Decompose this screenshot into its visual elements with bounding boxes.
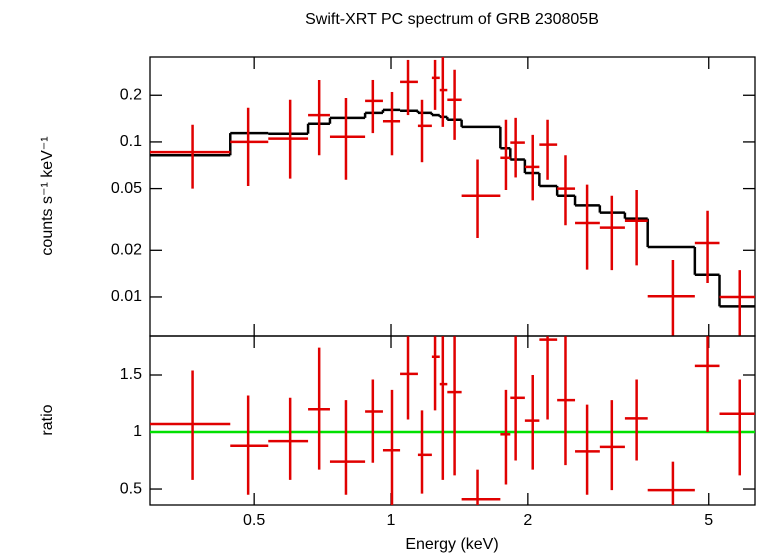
y-tick-label: 1 <box>133 423 142 440</box>
x-tick-label: 0.5 <box>243 512 265 529</box>
x-tick-label: 5 <box>704 512 713 529</box>
y-tick-label: 0.01 <box>111 288 142 305</box>
y-tick-label: 1.5 <box>120 366 142 383</box>
y-tick-label: 0.5 <box>120 480 142 497</box>
plot-area <box>150 57 755 336</box>
y-axis-label: counts s⁻¹ keV⁻¹ <box>39 136 56 255</box>
y-axis-label: ratio <box>39 404 56 435</box>
x-tick-label: 2 <box>523 512 532 529</box>
x-axis-label: Energy (keV) <box>405 536 498 553</box>
chart-title: Swift-XRT PC spectrum of GRB 230805B <box>305 11 599 28</box>
y-tick-label: 0.05 <box>111 180 142 197</box>
plot-frame <box>149 335 756 506</box>
y-tick-label: 0.2 <box>120 86 142 103</box>
plot-area <box>150 336 755 505</box>
x-tick-label: 1 <box>387 512 396 529</box>
y-tick-label: 0.02 <box>111 242 142 259</box>
y-tick-label: 0.1 <box>120 133 142 150</box>
